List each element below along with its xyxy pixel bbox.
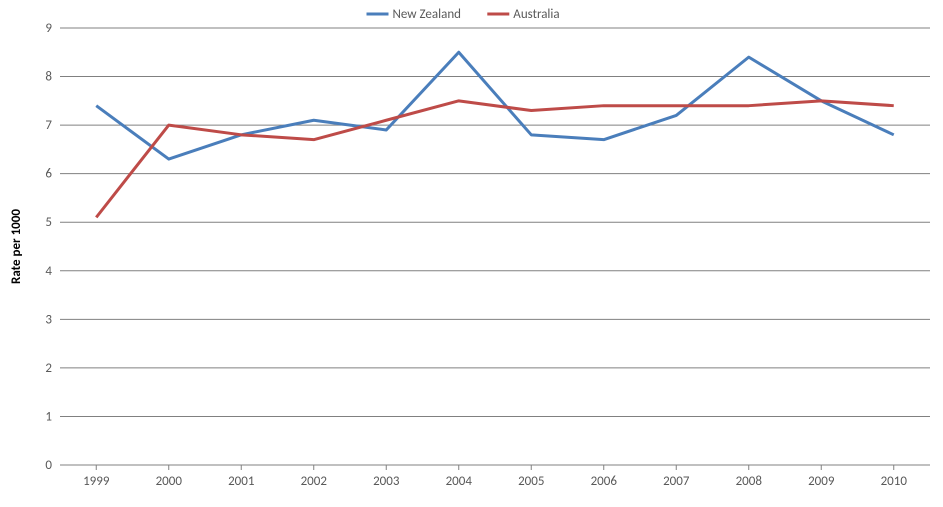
x-tick-label: 2004 [446,474,473,489]
x-tick-label: 2009 [808,474,835,489]
x-tick-label: 2003 [373,474,400,489]
y-tick-label: 8 [45,70,52,85]
y-tick-label: 3 [45,312,52,327]
y-tick-label: 6 [45,167,52,182]
y-tick-label: 4 [45,264,52,279]
y-axis-title: Rate per 1000 [9,209,24,284]
legend-label: Australia [513,7,559,22]
x-tick-label: 2000 [156,474,183,489]
x-tick-label: 2005 [518,474,544,489]
x-tick-label: 2002 [301,474,328,489]
chart-svg: 0 1 2 3 4 5 6 7 8 9 1999 2000 2001 2002 2003 2004 2005 20… [0,0,943,507]
x-tick-label: 2008 [736,474,763,489]
y-tick-label: 1 [45,409,52,424]
y-tick-label: 2 [45,361,52,376]
line-chart: 0 1 2 3 4 5 6 7 8 9 1999 2000 2001 2002 2003 2004 2005 20… [0,0,943,507]
x-tick-label: 2001 [228,474,254,489]
x-tick-label: 2006 [591,474,618,489]
x-tick-label: 2007 [663,474,690,489]
legend-label: New Zealand [393,7,462,22]
y-tick-label: 5 [45,215,52,230]
chart-bg [0,0,943,507]
y-tick-label: 0 [45,458,52,473]
x-tick-label: 2010 [881,474,908,489]
y-tick-label: 9 [45,21,52,36]
x-tick-label: 1999 [83,474,110,489]
y-tick-label: 7 [45,118,52,133]
